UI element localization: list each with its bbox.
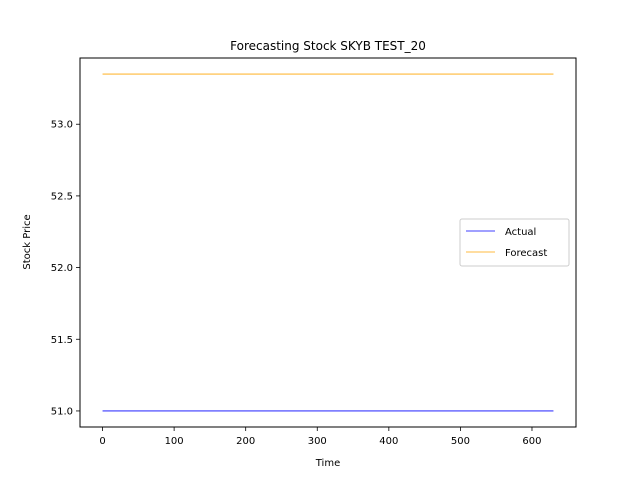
y-tick-label: 51.0	[51, 406, 73, 417]
y-tick-label: 52.0	[51, 263, 73, 274]
x-tick-label: 500	[451, 436, 470, 447]
legend-label-actual: Actual	[505, 227, 536, 238]
y-axis-ticks: 51.0 51.5 52.0 52.5 53.0	[51, 120, 80, 417]
y-tick-label: 51.5	[51, 335, 73, 346]
plot-frame	[79, 57, 577, 428]
y-tick-label: 52.5	[51, 191, 73, 202]
x-tick-label: 200	[236, 436, 255, 447]
x-tick-label: 600	[522, 436, 541, 447]
x-tick-label: 400	[379, 436, 398, 447]
y-tick-label: 53.0	[51, 120, 73, 131]
x-axis-title: Time	[315, 458, 340, 469]
y-axis-title: Stock Price	[22, 214, 33, 269]
x-tick-label: 0	[99, 436, 105, 447]
legend: Actual Forecast	[459, 218, 570, 267]
x-tick-label: 300	[308, 436, 327, 447]
legend-label-forecast: Forecast	[505, 248, 547, 259]
plot-series	[102, 73, 554, 412]
x-tick-label: 100	[165, 436, 184, 447]
chart-title: Forecasting Stock SKYB TEST_20	[230, 39, 426, 53]
x-axis-ticks: 0 100 200 300 400 500 600	[99, 427, 542, 447]
